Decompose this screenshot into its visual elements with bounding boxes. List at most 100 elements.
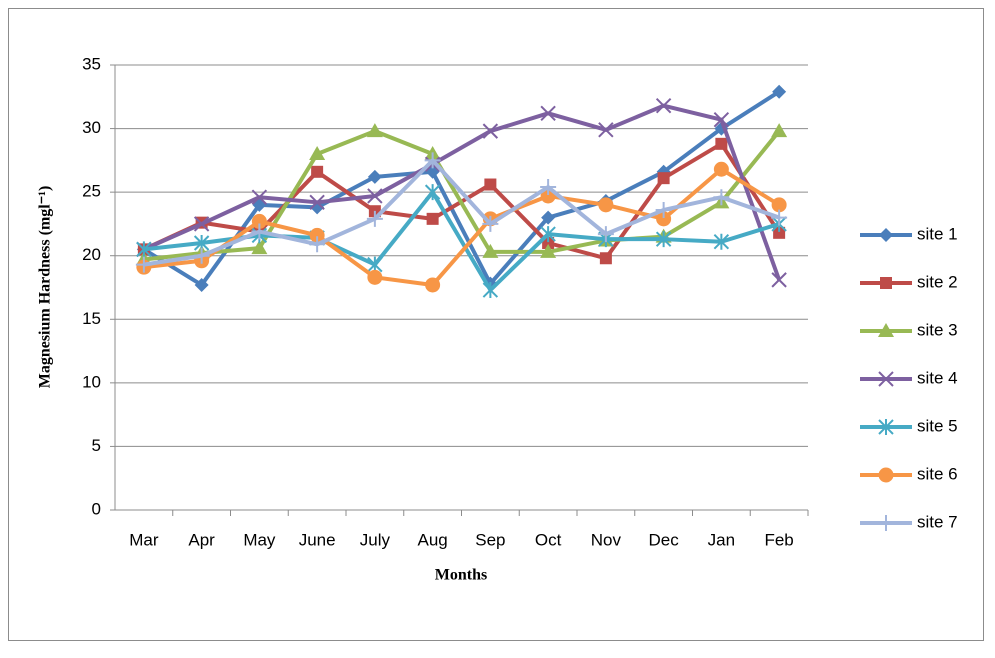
marker — [655, 231, 672, 248]
marker — [771, 197, 787, 213]
legend-label: site 7 — [917, 512, 958, 531]
series-line — [143, 167, 781, 287]
marker-shape — [771, 209, 788, 226]
marker-shape — [482, 282, 499, 299]
marker — [656, 211, 672, 227]
marker-shape — [309, 194, 325, 211]
marker — [424, 152, 441, 169]
marker-shape — [542, 237, 555, 249]
marker-shape — [194, 277, 209, 292]
marker-shape — [482, 215, 499, 232]
legend-label: site 5 — [917, 416, 958, 435]
x-tick-label: May — [243, 530, 276, 549]
marker — [540, 179, 557, 196]
legend-marker — [878, 323, 894, 337]
marker-shape — [309, 227, 325, 243]
marker-shape — [771, 123, 788, 138]
marker-shape — [367, 169, 382, 184]
marker — [251, 189, 268, 205]
marker-shape — [424, 184, 441, 201]
marker-shape — [878, 467, 894, 483]
marker-shape — [655, 97, 672, 114]
marker-shape — [878, 515, 894, 531]
series-line — [142, 90, 781, 287]
marker-shape — [311, 165, 324, 178]
marker-shape — [598, 122, 614, 138]
y-tick-label: 15 — [82, 309, 101, 328]
marker — [424, 184, 441, 201]
marker — [366, 123, 383, 138]
marker — [771, 272, 787, 288]
marker — [540, 243, 557, 258]
marker — [136, 241, 152, 258]
marker — [425, 277, 441, 293]
marker-shape — [713, 233, 730, 250]
marker-shape — [426, 212, 439, 225]
marker-shape — [772, 84, 787, 99]
x-tick-label: June — [299, 530, 336, 549]
marker-shape — [879, 228, 893, 242]
marker-shape — [656, 211, 672, 227]
x-tick-label: Dec — [649, 530, 680, 549]
series-line — [143, 129, 781, 262]
marker-shape — [367, 188, 383, 204]
y-tick-label: 5 — [92, 436, 101, 455]
x-tick-label: Jan — [708, 530, 735, 549]
marker — [657, 172, 670, 185]
y-tick-label: 20 — [82, 245, 101, 264]
marker-shape — [880, 277, 892, 289]
marker — [598, 197, 614, 213]
x-tick-label: Mar — [129, 530, 159, 549]
marker-shape — [193, 216, 210, 232]
marker-shape — [878, 323, 894, 337]
marker — [367, 169, 382, 184]
legend-label: site 4 — [917, 368, 958, 387]
marker — [193, 247, 210, 264]
y-tick-label: 10 — [82, 372, 101, 391]
marker-shape — [655, 201, 672, 218]
marker — [597, 226, 614, 243]
x-tick-label: Oct — [535, 530, 562, 549]
marker — [599, 252, 612, 265]
marker — [311, 165, 324, 178]
marker-shape — [482, 123, 499, 139]
marker — [251, 240, 268, 255]
marker-shape — [597, 226, 614, 243]
marker-shape — [657, 172, 670, 185]
marker — [367, 188, 383, 204]
marker — [366, 210, 383, 227]
marker-shape — [309, 146, 326, 160]
legend-marker — [878, 467, 894, 483]
legend-label: site 2 — [917, 272, 958, 291]
marker — [713, 161, 729, 177]
marker-shape — [251, 223, 268, 240]
marker-shape — [193, 247, 210, 264]
marker-shape — [713, 111, 730, 128]
marker-shape — [136, 241, 152, 258]
legend-marker — [879, 228, 893, 242]
marker-shape — [599, 252, 612, 265]
marker — [713, 189, 730, 206]
marker-shape — [773, 226, 786, 239]
marker — [542, 237, 555, 249]
marker — [655, 201, 672, 218]
legend-marker — [878, 515, 894, 531]
marker-shape — [540, 105, 556, 122]
marker-shape — [771, 272, 787, 288]
marker — [426, 212, 439, 225]
y-axis-title: Magnesium Hardness (mgl⁻¹) — [37, 186, 54, 389]
series-line — [143, 158, 780, 267]
marker — [771, 209, 788, 226]
y-tick-label: 25 — [82, 182, 101, 201]
marker — [193, 216, 210, 232]
marker — [309, 194, 325, 211]
marker-shape — [366, 210, 383, 227]
marker-shape — [484, 178, 497, 191]
x-tick-label: Apr — [188, 530, 215, 549]
y-tick-label: 35 — [82, 54, 101, 73]
marker-shape — [367, 269, 383, 285]
marker — [309, 227, 325, 243]
marker — [194, 277, 209, 292]
legend-label: site 1 — [917, 224, 958, 243]
